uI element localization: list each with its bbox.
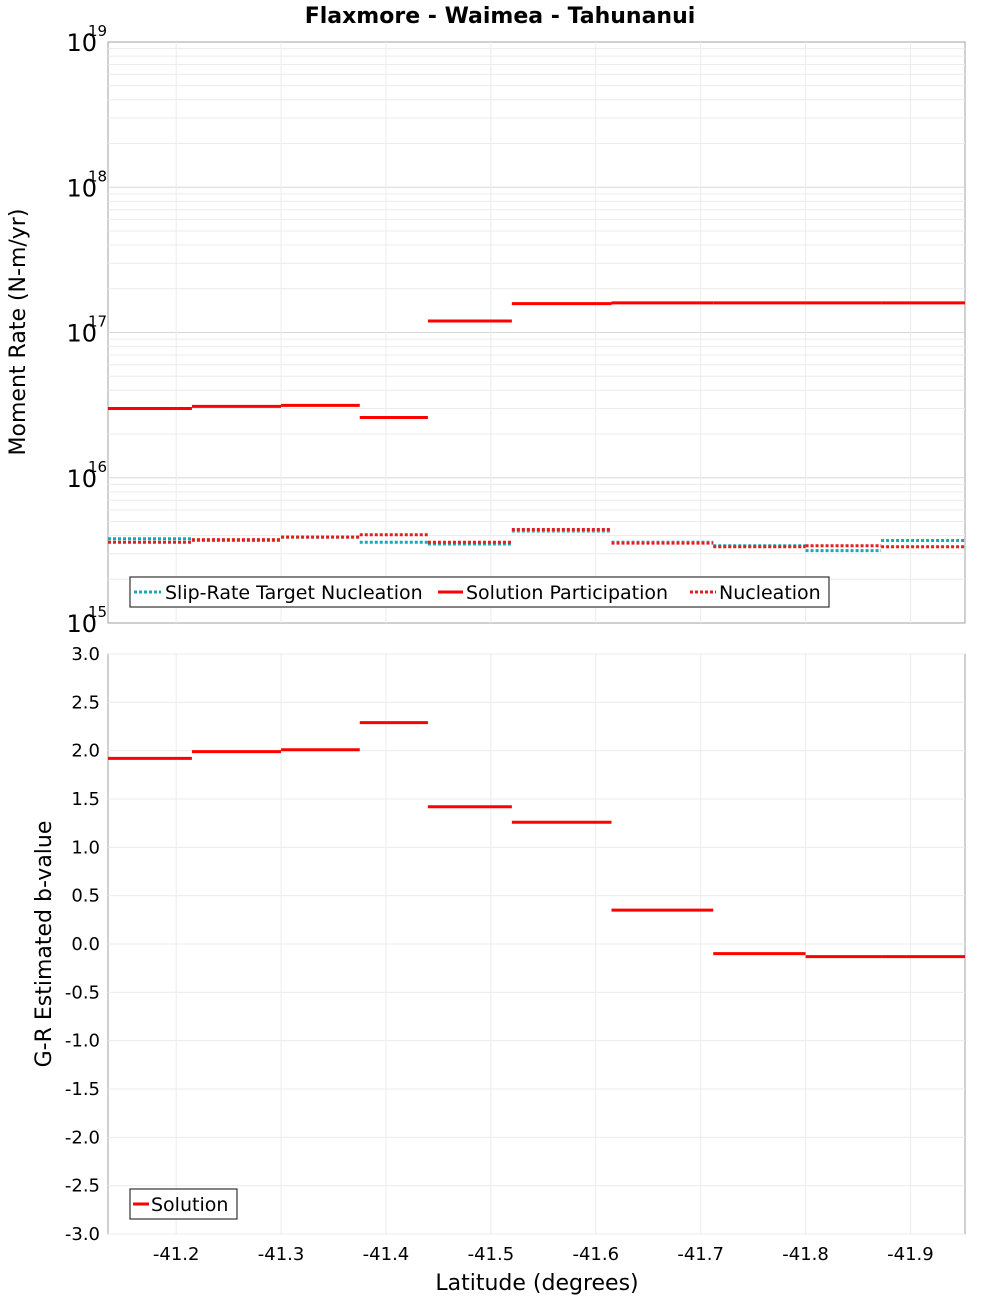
x-tick-label: -41.9 xyxy=(887,1244,934,1265)
x-tick-label: -41.2 xyxy=(153,1244,200,1265)
x-tick-label: -41.6 xyxy=(572,1244,619,1265)
bottom-y-tick-label: -3.0 xyxy=(65,1224,100,1245)
top-y-tick-exponent: 16 xyxy=(88,458,107,476)
bottom-y-tick-label: -2.5 xyxy=(65,1176,100,1197)
bottom-y-tick-label: 0.5 xyxy=(71,886,100,907)
bottom-grid xyxy=(108,653,965,1235)
bottom-x-ticks: -41.2 -41.3 -41.4 -41.5 -41.6 -41.7 -41.8 -41.9 xyxy=(153,1244,934,1265)
bottom-y-tick-label: -1.5 xyxy=(65,1079,100,1100)
bottom-y-tick-label: 1.5 xyxy=(71,789,100,810)
top-y-tick-base: 10 xyxy=(66,465,97,493)
bottom-panel: 3.0 2.5 2.0 1.5 1.0 0.5 0.0 -0.5 -1.0 -1.5 -2.0 -2.… xyxy=(32,644,966,1296)
bottom-y-tick-label: -2.0 xyxy=(65,1127,100,1148)
x-tick-label: -41.4 xyxy=(363,1244,410,1265)
bottom-y-tick-label: -1.0 xyxy=(65,1031,100,1052)
top-y-tick-exponent: 15 xyxy=(88,603,107,621)
top-y-tick-base: 10 xyxy=(66,610,97,638)
x-tick-label: -41.7 xyxy=(677,1244,724,1265)
bottom-y-tick-label: 1.0 xyxy=(71,837,100,858)
x-axis-label: Latitude (degrees) xyxy=(435,1271,638,1296)
bottom-y-axis-label: G-R Estimated b-value xyxy=(32,821,57,1068)
legend-label-solution: Solution xyxy=(151,1194,228,1216)
top-y-tick-exponent: 17 xyxy=(88,313,107,331)
top-series xyxy=(108,301,965,553)
bottom-y-ticks: 3.0 2.5 2.0 1.5 1.0 0.5 0.0 -0.5 -1.0 -1.5 -2.0 -2.… xyxy=(65,644,100,1245)
x-tick-label: -41.3 xyxy=(258,1244,305,1265)
chart-title: Flaxmore - Waimea - Tahunanui xyxy=(305,4,696,29)
top-y-tick-base: 10 xyxy=(66,29,97,57)
x-tick-label: -41.8 xyxy=(782,1244,829,1265)
top-y-tick-base: 10 xyxy=(66,174,97,202)
top-y-tick-exponent: 19 xyxy=(88,22,107,40)
bottom-y-tick-label: -0.5 xyxy=(65,982,100,1003)
legend-label-solution-participation: Solution Participation xyxy=(466,582,668,604)
legend-label-target: Slip-Rate Target Nucleation xyxy=(165,582,423,604)
legend-label-nucleation: Nucleation xyxy=(719,582,821,604)
bottom-y-tick-label: 2.5 xyxy=(71,692,100,713)
top-legend: Slip-Rate Target Nucleation Solution Par… xyxy=(129,576,830,608)
bottom-y-tick-label: 0.0 xyxy=(71,934,100,955)
bottom-y-tick-label: 2.0 xyxy=(71,741,100,762)
bottom-legend: Solution xyxy=(129,1188,238,1220)
top-y-axis-label: Moment Rate (N-m/yr) xyxy=(6,209,31,456)
top-y-tick-exponent: 18 xyxy=(88,167,107,185)
x-tick-label: -41.5 xyxy=(468,1244,515,1265)
top-y-tick-base: 10 xyxy=(66,320,97,348)
bottom-y-tick-label: 3.0 xyxy=(71,644,100,665)
bottom-series xyxy=(108,721,965,959)
